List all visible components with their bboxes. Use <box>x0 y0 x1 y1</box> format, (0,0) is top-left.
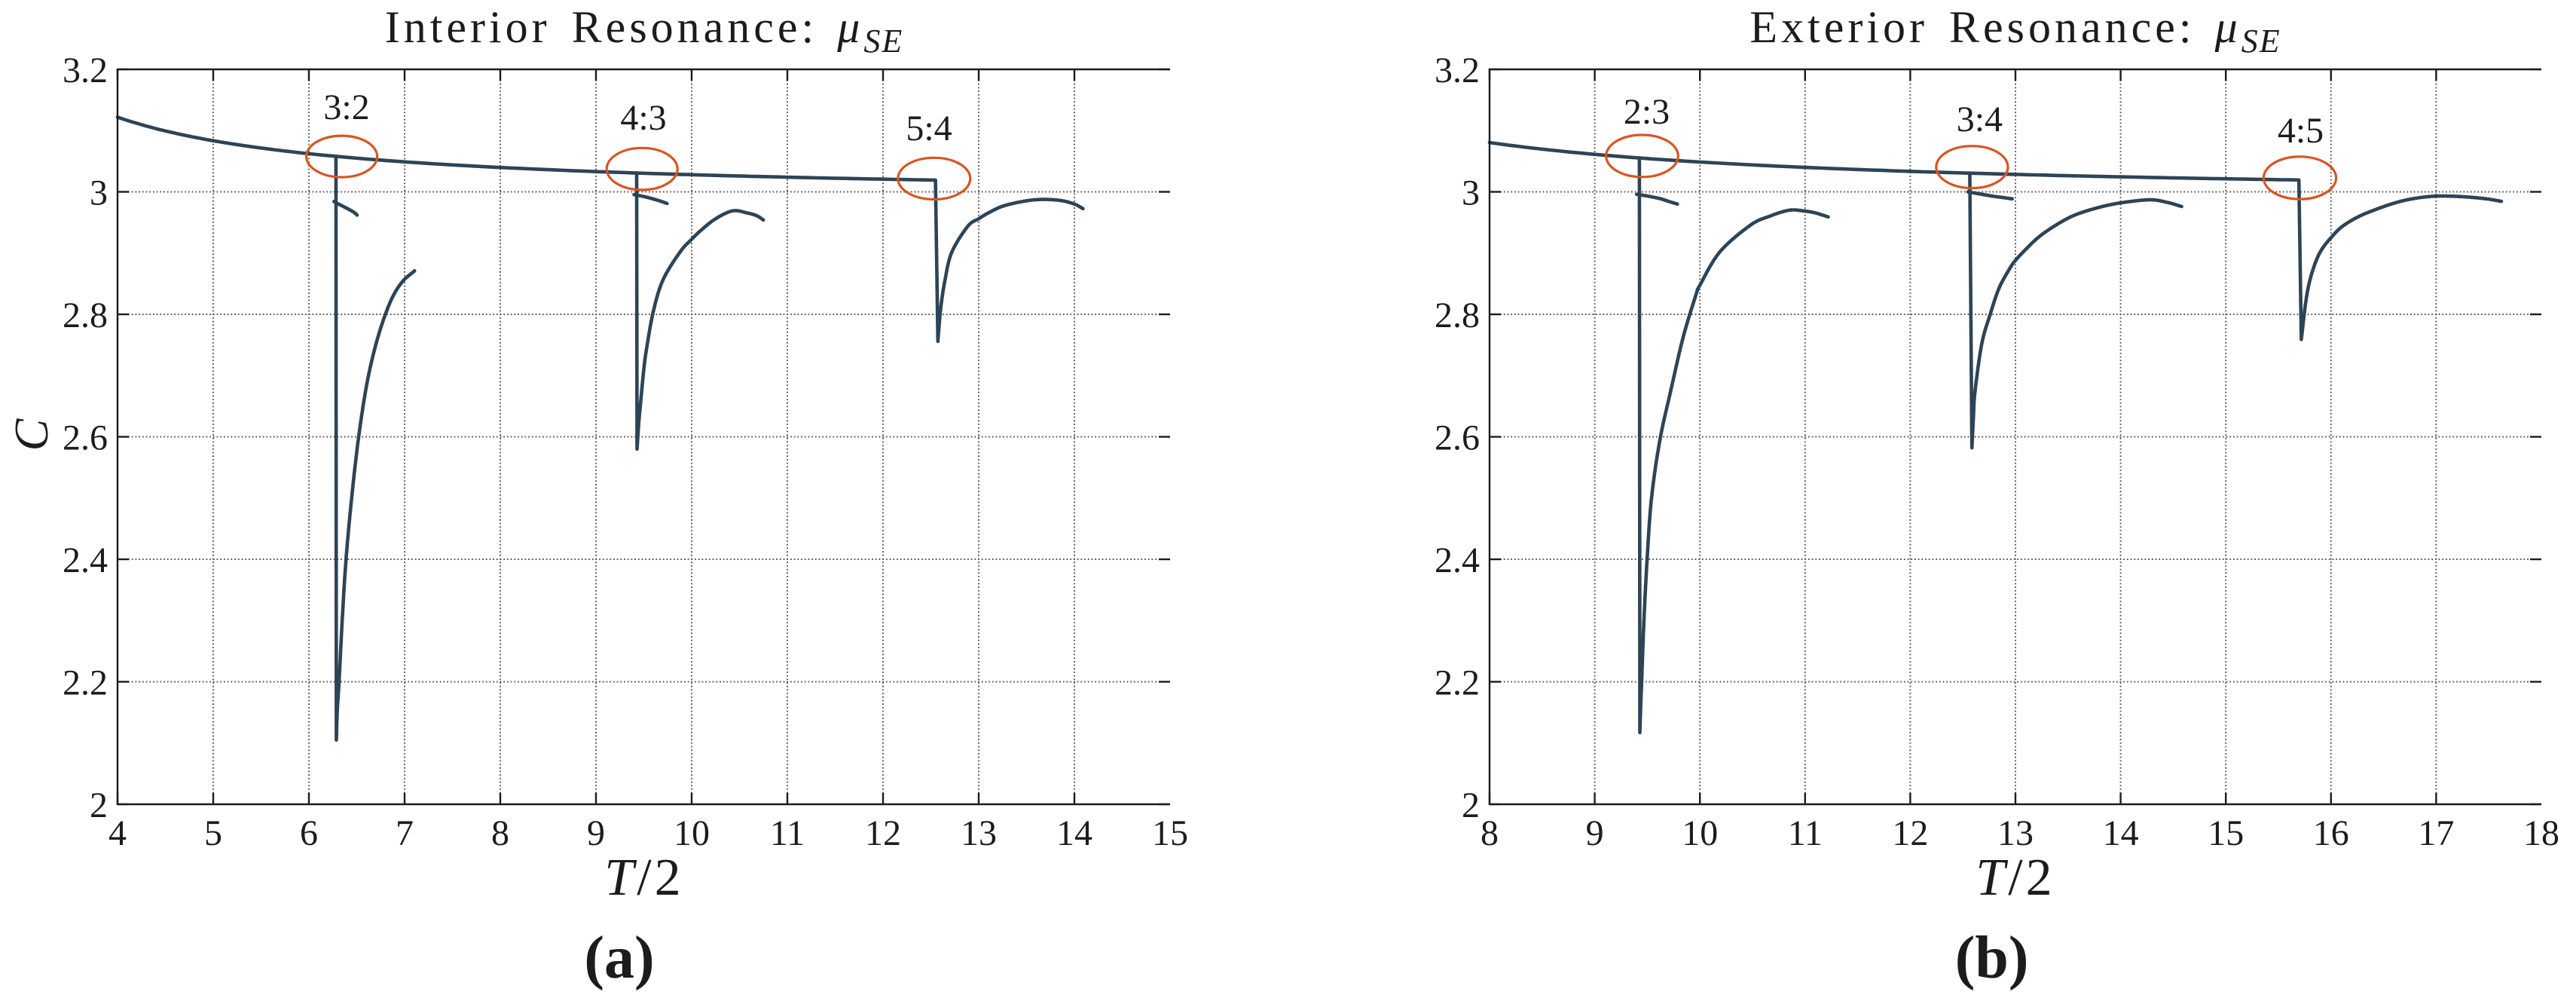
svg-text:(b): (b) <box>1955 925 2029 991</box>
svg-text:2.8: 2.8 <box>63 295 108 335</box>
svg-text:14: 14 <box>1056 813 1092 853</box>
svg-text:12: 12 <box>865 813 901 853</box>
svg-text:9: 9 <box>587 813 605 853</box>
svg-text:10: 10 <box>674 813 710 853</box>
svg-text:3.2: 3.2 <box>1435 51 1480 90</box>
svg-text:3.2: 3.2 <box>63 51 108 90</box>
svg-text:T/2: T/2 <box>1976 849 2055 907</box>
svg-text:12: 12 <box>1892 813 1928 853</box>
svg-text:17: 17 <box>2418 813 2454 853</box>
svg-text:Exterior Resonance:μSE: Exterior Resonance: μSE <box>1749 2 2281 60</box>
svg-text:5: 5 <box>204 813 222 853</box>
svg-text:16: 16 <box>2313 813 2349 853</box>
svg-text:15: 15 <box>2208 813 2244 853</box>
svg-text:7: 7 <box>396 813 414 853</box>
svg-text:13: 13 <box>961 813 997 853</box>
svg-text:2.2: 2.2 <box>63 663 108 703</box>
svg-text:9: 9 <box>1586 813 1604 853</box>
svg-text:3:4: 3:4 <box>1957 99 2003 139</box>
svg-text:2.6: 2.6 <box>63 418 108 458</box>
svg-text:2: 2 <box>90 785 108 825</box>
svg-text:2.8: 2.8 <box>1435 295 1480 335</box>
svg-text:2.4: 2.4 <box>63 540 108 580</box>
svg-text:2.4: 2.4 <box>1435 540 1480 580</box>
svg-text:6: 6 <box>300 813 318 853</box>
svg-text:4: 4 <box>108 813 127 853</box>
svg-text:15: 15 <box>1152 813 1188 853</box>
svg-text:C: C <box>5 418 58 451</box>
svg-text:2:3: 2:3 <box>1624 92 1670 132</box>
svg-text:3:2: 3:2 <box>323 87 369 127</box>
svg-text:8: 8 <box>1481 813 1499 853</box>
svg-text:8: 8 <box>491 813 509 853</box>
svg-text:10: 10 <box>1682 813 1718 853</box>
svg-text:2: 2 <box>1462 785 1480 825</box>
svg-text:11: 11 <box>770 813 805 853</box>
svg-text:13: 13 <box>1997 813 2034 853</box>
svg-text:4:5: 4:5 <box>2278 111 2324 151</box>
svg-text:3: 3 <box>90 173 108 213</box>
svg-text:(a): (a) <box>584 925 654 991</box>
svg-text:18: 18 <box>2523 813 2559 853</box>
svg-text:T/2: T/2 <box>604 849 683 907</box>
svg-text:2.2: 2.2 <box>1435 663 1480 703</box>
svg-text:11: 11 <box>1788 813 1823 853</box>
svg-text:4:3: 4:3 <box>620 98 666 138</box>
svg-text:3: 3 <box>1462 173 1480 213</box>
svg-text:14: 14 <box>2103 813 2139 853</box>
svg-text:2.6: 2.6 <box>1435 418 1480 458</box>
svg-text:5:4: 5:4 <box>906 109 952 148</box>
svg-text:Interior Resonance:μSE: Interior Resonance: μSE <box>385 2 904 60</box>
